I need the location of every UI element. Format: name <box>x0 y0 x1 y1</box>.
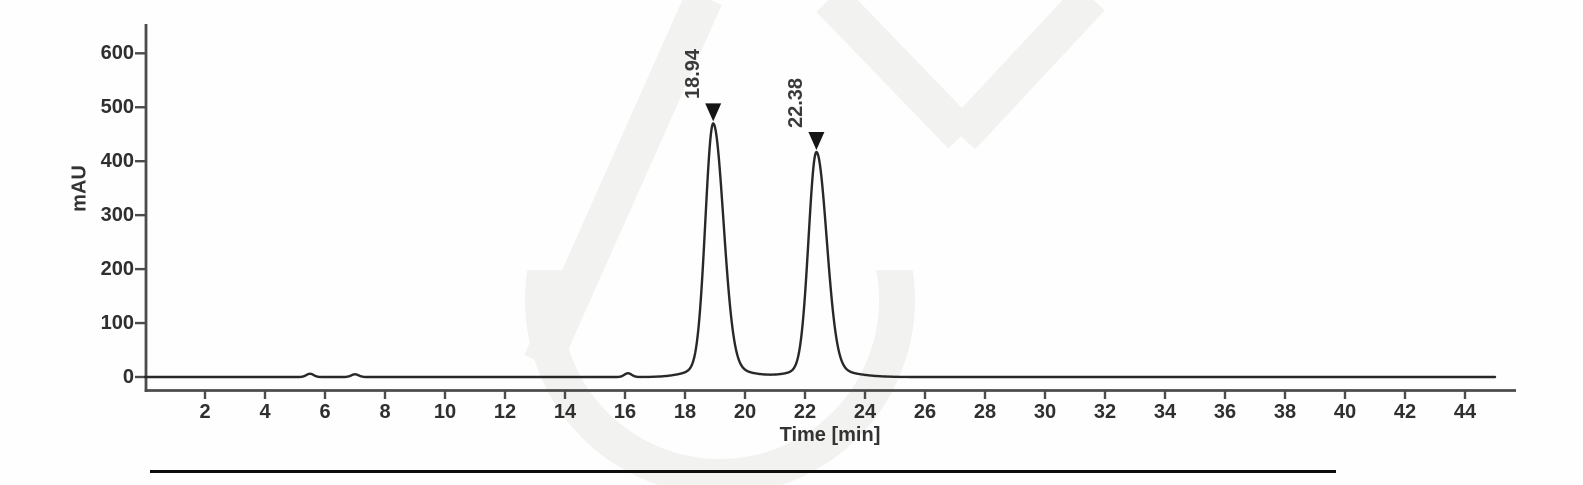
y-tick-label: 300 <box>100 204 134 227</box>
y-tick-label: 500 <box>100 96 134 119</box>
x-tick-label: 16 <box>613 401 637 423</box>
x-tick-label: 40 <box>1333 401 1357 423</box>
peak-arrow-icon <box>808 132 825 151</box>
x-tick-label: 36 <box>1213 401 1237 423</box>
x-tick-label: 34 <box>1153 401 1177 423</box>
x-tick-label: 38 <box>1273 401 1297 423</box>
y-tick-label: 200 <box>100 258 134 281</box>
signal-trace <box>143 122 1497 379</box>
x-tick-label: 12 <box>493 401 517 423</box>
peak-retention-time-label: 18.94 <box>682 49 705 100</box>
x-tick-label: 6 <box>319 401 331 423</box>
x-tick-label: 2 <box>199 401 211 423</box>
x-tick-label: 18 <box>673 401 697 423</box>
peak-arrow-icon <box>705 103 722 122</box>
y-axis-title: mAU <box>68 165 91 212</box>
x-tick-label: 24 <box>853 401 877 423</box>
x-tick-label: 22 <box>793 401 817 423</box>
separator-line <box>150 470 1336 473</box>
x-tick-label: 30 <box>1033 401 1057 423</box>
x-tick-label: 8 <box>379 401 391 423</box>
x-tick-label: 20 <box>733 401 757 423</box>
x-tick-label: 44 <box>1453 401 1477 423</box>
x-tick-label: 26 <box>913 401 937 423</box>
y-tick-label: 100 <box>100 312 134 335</box>
y-tick-label: 0 <box>122 366 134 388</box>
y-tick-label: 400 <box>100 150 134 173</box>
x-tick-label: 32 <box>1093 401 1117 423</box>
x-tick-label: 10 <box>433 401 457 423</box>
x-tick-label: 4 <box>259 401 271 423</box>
x-axis-title: Time [min] <box>779 424 881 446</box>
peak-retention-time-label: 22.38 <box>785 77 808 129</box>
x-tick-label: 14 <box>553 401 577 423</box>
x-tick-label: 42 <box>1393 401 1417 423</box>
y-tick-label: 600 <box>100 42 134 65</box>
x-tick-label: 28 <box>973 401 997 423</box>
